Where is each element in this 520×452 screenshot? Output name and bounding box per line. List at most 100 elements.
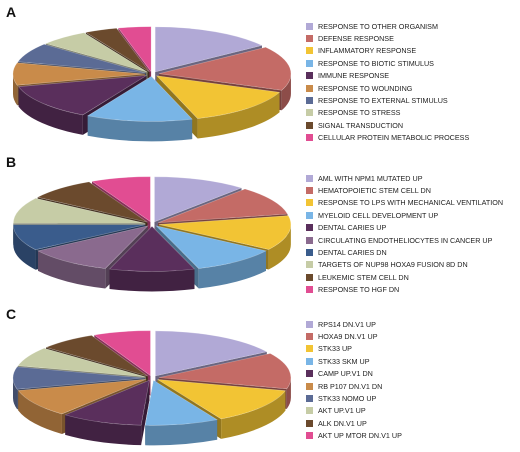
legend-label: HOXA9 DN.V1 UP — [318, 332, 378, 342]
legend-item: LEUKEMIC STEM CELL DN — [306, 271, 503, 283]
legend-swatch — [306, 109, 313, 117]
legend-item: AML WITH NPM1 MUTATED UP — [306, 172, 503, 184]
legend-label: STK33 NOMO UP — [318, 394, 377, 404]
legend-item: RB P107 DN.V1 DN — [306, 380, 402, 392]
panel-label-a: A — [6, 4, 17, 20]
pie-slices — [12, 26, 292, 142]
legend-label: RESPONSE TO WOUNDING — [318, 83, 413, 93]
legend-c: RPS14 DN.V1 UP HOXA9 DN.V1 UP STK33 UP STK3… — [306, 318, 402, 442]
legend-item: RESPONSE TO BIOTIC STIMULUS — [306, 57, 469, 69]
legend-item: ALK DN.V1 UP — [306, 417, 402, 429]
legend-b: AML WITH NPM1 MUTATED UP HEMATOPOIETIC ST… — [306, 172, 503, 296]
legend-swatch — [306, 432, 313, 440]
legend-item: AKT UP MTOR DN.V1 UP — [306, 430, 402, 442]
legend-swatch — [306, 273, 313, 281]
legend-label: RPS14 DN.V1 UP — [318, 319, 376, 329]
legend-swatch — [306, 407, 313, 415]
legend-item: CIRCULATING ENDOTHELIOCYTES IN CANCER UP — [306, 234, 503, 246]
legend-item: CELLULAR PROTEIN METABOLIC PROCESS — [306, 132, 469, 144]
pie-slice — [64, 379, 150, 446]
legend-item: RESPONSE TO HGF DN — [306, 284, 503, 296]
pie-slice — [108, 225, 196, 292]
legend-label: STK33 SKM UP — [318, 356, 370, 366]
panel-label-b: B — [6, 154, 17, 170]
legend-label: AKT UP MTOR DN.V1 UP — [318, 431, 402, 441]
legend-item: RESPONSE TO LPS WITH MECHANICAL VENTILAT… — [306, 197, 503, 209]
legend-swatch — [306, 211, 313, 219]
legend-item: CAMP UP.V1 DN — [306, 368, 402, 380]
legend-swatch — [306, 84, 313, 92]
legend-item: MYELOID CELL DEVELOPMENT UP — [306, 209, 503, 221]
legend-item: HOXA9 DN.V1 UP — [306, 330, 402, 342]
legend-swatch — [306, 249, 313, 257]
legend-swatch — [306, 134, 313, 142]
legend-swatch — [306, 261, 313, 269]
legend-label: ALK DN.V1 UP — [318, 418, 367, 428]
legend-item: SIGNAL TRANSDUCTION — [306, 119, 469, 131]
legend-label: IMMUNE RESPONSE — [318, 71, 390, 81]
legend-swatch — [306, 72, 313, 80]
legend-item: HEMATOPOIETIC STEM CELL DN — [306, 184, 503, 196]
legend-label: DENTAL CARIES UP — [318, 223, 387, 233]
legend-label: RESPONSE TO STRESS — [318, 108, 401, 118]
legend-item: AKT UP.V1 UP — [306, 405, 402, 417]
legend-swatch — [306, 345, 313, 353]
legend-label: TARGETS OF NUP98 HOXA9 FUSION 8D DN — [318, 260, 468, 270]
legend-label: STK33 UP — [318, 344, 352, 354]
legend-label: AKT UP.V1 UP — [318, 406, 366, 416]
legend-swatch — [306, 236, 313, 244]
legend-label: CIRCULATING ENDOTHELIOCYTES IN CANCER UP — [318, 235, 493, 245]
legend-item: DEFENSE RESPONSE — [306, 32, 469, 44]
legend-label: AML WITH NPM1 MUTATED UP — [318, 173, 423, 183]
panel-c: C RPS14 DN.V1 UP HOXA9 DN.V1 UP STK33 UP ST… — [0, 302, 520, 452]
legend-label: RESPONSE TO EXTERNAL STIMULUS — [318, 96, 448, 106]
legend-item: IMMUNE RESPONSE — [306, 70, 469, 82]
legend-item: INFLAMMATORY RESPONSE — [306, 45, 469, 57]
legend-swatch — [306, 286, 313, 294]
legend-swatch — [306, 97, 313, 105]
legend-label: MYELOID CELL DEVELOPMENT UP — [318, 210, 439, 220]
panel-b: B AML WITH NPM1 MUTATED UP HEMATOPOIETIC … — [0, 150, 520, 298]
pie-chart-c — [12, 330, 292, 446]
legend-swatch — [306, 22, 313, 30]
legend-label: HEMATOPOIETIC STEM CELL DN — [318, 186, 431, 196]
pie-slice — [144, 379, 218, 446]
legend-item: TARGETS OF NUP98 HOXA9 FUSION 8D DN — [306, 259, 503, 271]
legend-label: LEUKEMIC STEM CELL DN — [318, 272, 409, 282]
legend-swatch — [306, 382, 313, 390]
legend-label: DENTAL CARIES DN — [318, 248, 387, 258]
legend-label: SIGNAL TRANSDUCTION — [318, 120, 404, 130]
legend-swatch — [306, 59, 313, 67]
legend-item: STK33 NOMO UP — [306, 392, 402, 404]
legend-swatch — [306, 47, 313, 55]
legend-item: DENTAL CARIES DN — [306, 246, 503, 258]
legend-swatch — [306, 395, 313, 403]
pie-chart-a — [12, 26, 292, 142]
legend-label: RESPONSE TO LPS WITH MECHANICAL VENTILAT… — [318, 198, 504, 208]
legend-swatch — [306, 187, 313, 195]
legend-item: STK33 UP — [306, 343, 402, 355]
pie-chart-b — [13, 176, 292, 292]
legend-swatch — [306, 199, 313, 207]
legend-label: DEFENSE RESPONSE — [318, 34, 394, 44]
legend-swatch — [306, 370, 313, 378]
legend-a: RESPONSE TO OTHER ORGANISM DEFENSE RESPON… — [306, 20, 469, 144]
legend-label: CAMP UP.V1 DN — [318, 369, 373, 379]
legend-swatch — [306, 333, 313, 341]
legend-item: RESPONSE TO STRESS — [306, 107, 469, 119]
legend-label: RB P107 DN.V1 DN — [318, 381, 383, 391]
legend-item: RESPONSE TO OTHER ORGANISM — [306, 20, 469, 32]
legend-item: RPS14 DN.V1 UP — [306, 318, 402, 330]
pie-slice — [86, 75, 193, 142]
legend-item: RESPONSE TO EXTERNAL STIMULUS — [306, 94, 469, 106]
legend-swatch — [306, 35, 313, 43]
legend-item: DENTAL CARIES UP — [306, 222, 503, 234]
pie-slices — [13, 176, 292, 292]
legend-label: RESPONSE TO OTHER ORGANISM — [318, 21, 438, 31]
legend-swatch — [306, 357, 313, 365]
legend-label: INFLAMMATORY RESPONSE — [318, 46, 417, 56]
legend-item: STK33 SKM UP — [306, 355, 402, 367]
panel-label-c: C — [6, 306, 17, 322]
panel-a: A RESPONSE TO OTHER ORGANISM DEFENSE RESP… — [0, 0, 520, 148]
legend-label: RESPONSE TO HGF DN — [318, 285, 400, 295]
